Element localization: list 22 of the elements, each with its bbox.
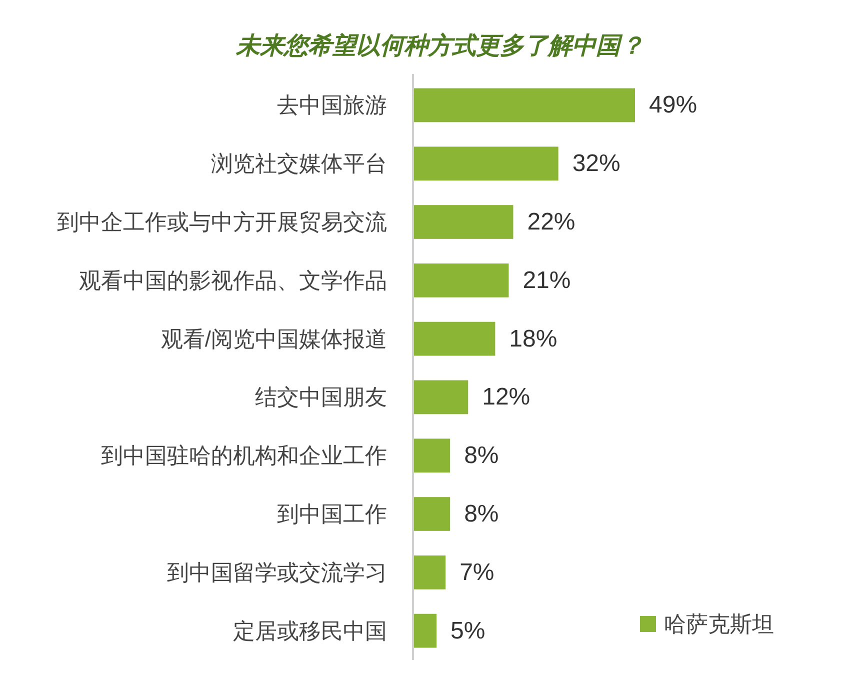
category-label: 到中企工作或与中方开展贸易交流 (57, 210, 387, 234)
value-label: 8% (464, 442, 499, 470)
category-label: 观看/阅览中国媒体报道 (160, 326, 387, 352)
value-label: 7% (460, 558, 494, 586)
value-label: 8% (464, 500, 499, 528)
category-label: 到中国工作 (277, 502, 387, 526)
category-label: 去中国旅游 (277, 92, 387, 118)
value-label: 32% (572, 150, 620, 178)
value-label: 12% (482, 384, 530, 411)
value-label: 21% (522, 266, 571, 294)
category-label: 浏览社交媒体平台 (211, 151, 387, 176)
title: 未来您希望以何种方式更多了解中国？ (236, 32, 644, 60)
value-label: 18% (509, 325, 558, 352)
category-label: 观看中国的影视作品、文学作品 (79, 268, 387, 293)
category-label: 定居或移民中国 (233, 618, 387, 644)
category-label: 结交中国朋友 (255, 384, 387, 410)
value-label: 22% (527, 208, 576, 236)
category-label: 到中国留学或交流学习 (167, 560, 387, 585)
value-label: 5% (450, 617, 486, 644)
value-label: 49% (649, 92, 698, 119)
legend-label: 哈萨克斯坦 (664, 612, 774, 636)
category-label: 到中国驻哈的机构和企业工作 (101, 443, 387, 468)
